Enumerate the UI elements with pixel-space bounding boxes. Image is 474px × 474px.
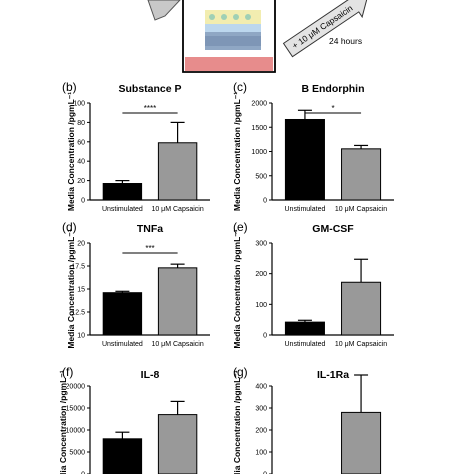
x-category-label: 10 μM Capsaicin	[335, 206, 387, 213]
bar	[284, 321, 325, 336]
x-category-label: Unstimulated	[102, 341, 143, 348]
y-tick-label: 100	[73, 101, 85, 108]
y-axis-label: Media Concentration /pgmL⁻¹	[58, 370, 68, 474]
x-category-label: 10 μM Capsaicin	[335, 341, 387, 348]
panel-letter: (f)	[62, 365, 73, 379]
experiment-diagram: + 10 μM Capsaicin 24 hours	[147, 0, 369, 73]
y-tick-label: 5000	[69, 450, 85, 457]
y-axis-label: Media Concentration /pgmL⁻¹	[232, 92, 242, 211]
y-tick-label: 2000	[251, 101, 267, 108]
x-category-label: Unstimulated	[102, 206, 143, 213]
chart-title: Substance P	[118, 83, 181, 95]
bar	[102, 292, 143, 336]
culture-well	[182, 0, 276, 73]
chart-panel: (g) IL-1Ra 0 100 200 300 400 Media Concentratio…	[232, 365, 382, 474]
treatment-arrow: + 10 μM Capsaicin	[282, 0, 369, 58]
y-tick-label: 0	[263, 198, 267, 205]
y-tick-label: 200	[255, 428, 267, 435]
cell-dot	[233, 14, 239, 20]
x-category-label: Unstimulated	[285, 206, 326, 213]
significance-label: *	[331, 104, 334, 113]
cell-dot	[221, 14, 227, 20]
chart-title: GM-CSF	[312, 223, 354, 235]
y-tick-label: 0	[81, 472, 85, 474]
panel-letter: (d)	[62, 220, 77, 234]
significance-label: ***	[145, 244, 154, 253]
y-tick-label: 300	[255, 406, 267, 413]
y-axis-label: Media Concentration /pgmL⁻¹	[66, 229, 76, 348]
input-arrow	[147, 0, 181, 21]
bar	[157, 267, 198, 336]
y-tick-label: 200	[255, 271, 267, 278]
y-tick-label: 20000	[66, 384, 86, 391]
media-layer	[185, 57, 273, 71]
bar	[157, 414, 198, 474]
bar	[102, 183, 143, 201]
panel-letter: (b)	[62, 80, 77, 94]
y-tick-label: 60	[77, 139, 85, 146]
chart-title: IL-1Ra	[317, 369, 349, 381]
y-tick-label: 15000	[66, 406, 86, 413]
panel-letter: (e)	[233, 220, 248, 234]
duration-label: 24 hours	[329, 36, 362, 46]
y-tick-label: 0	[263, 472, 267, 474]
y-tick-label: 20	[77, 241, 85, 248]
y-tick-label: 20	[77, 178, 85, 185]
x-category-label: Unstimulated	[285, 341, 326, 348]
chart-panel: (e) GM-CSF 0 100 200 300 Media Concentration /…	[232, 220, 394, 349]
y-tick-label: 500	[255, 173, 267, 180]
panel-letter: (c)	[233, 80, 247, 94]
y-tick-label: 1000	[251, 149, 267, 156]
insert-layer-mid	[205, 24, 261, 32]
bar	[341, 411, 382, 474]
y-tick-label: 12.5	[71, 310, 85, 317]
bar	[341, 281, 382, 336]
y-tick-label: 0	[263, 333, 267, 340]
chart-title: IL-8	[141, 369, 160, 381]
y-tick-label: 80	[77, 120, 85, 127]
significance-label: ****	[144, 104, 156, 113]
y-axis-label: Media Concentration /pgmL⁻¹	[232, 229, 242, 348]
bar	[341, 148, 382, 201]
x-category-label: 10 μM Capsaicin	[151, 341, 203, 348]
y-tick-label: 100	[255, 302, 267, 309]
chart-title: TNFa	[137, 223, 163, 235]
bar	[157, 142, 198, 201]
y-tick-label: 10000	[66, 428, 86, 435]
y-tick-label: 15	[77, 287, 85, 294]
y-tick-label: 0	[81, 198, 85, 205]
y-axis-label: Media Concentration /pgmL⁻¹	[232, 370, 242, 474]
y-tick-label: 1500	[251, 125, 267, 132]
cell-dot	[245, 14, 251, 20]
x-category-label: 10 μM Capsaicin	[151, 206, 203, 213]
y-tick-label: 100	[255, 450, 267, 457]
y-tick-label: 10	[77, 333, 85, 340]
panel-letter: (g)	[233, 365, 248, 379]
y-axis-label: Media Concentration /pgmL⁻¹	[66, 92, 76, 211]
bar	[102, 438, 143, 474]
insert-layer-tissue-texture	[205, 36, 261, 46]
chart-title: B Endorphin	[302, 83, 365, 95]
y-tick-label: 40	[77, 159, 85, 166]
y-tick-label: 300	[255, 241, 267, 248]
bar	[284, 118, 325, 201]
cell-dot	[209, 14, 215, 20]
y-tick-label: 400	[255, 384, 267, 391]
y-tick-label: 17.5	[71, 264, 85, 271]
chart-panel: (c) B Endorphin 0 500 1000 1500 2000 Media Conc…	[232, 80, 394, 213]
